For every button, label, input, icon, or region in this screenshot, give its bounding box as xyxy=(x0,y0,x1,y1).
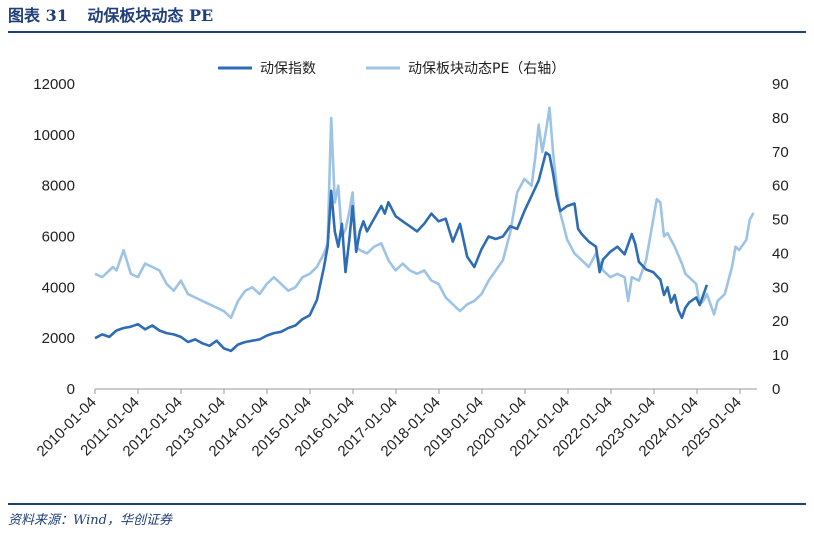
y-right-tick-label: 0 xyxy=(772,381,780,398)
series-line-index xyxy=(94,151,709,353)
y-left-tick-label: 0 xyxy=(67,381,75,398)
source-note: 资料来源：Wind，华创证券 xyxy=(8,513,172,528)
pe-line-chart: 动保指数 动保板块动态PE（右轴） 0 2000 4000 6000 8000 10000… xyxy=(33,61,788,460)
y-left-tick-label: 10000 xyxy=(33,127,75,144)
y-right-tick-label: 70 xyxy=(772,144,789,161)
legend-label-index: 动保指数 xyxy=(260,61,316,77)
y-right-tick-label: 90 xyxy=(772,76,789,93)
y-left-tick-label: 6000 xyxy=(42,229,75,246)
y-left-tick-label: 2000 xyxy=(42,330,75,347)
y-right-tick-label: 40 xyxy=(772,245,789,262)
plot-area: 0 2000 4000 6000 8000 10000 12000 0 10 20 30 40 50 60… xyxy=(33,76,788,460)
title-rule xyxy=(8,31,806,33)
y-right-tick-label: 10 xyxy=(772,347,789,364)
y-right-tick-label: 60 xyxy=(772,178,789,195)
y-right-tick-label: 50 xyxy=(772,212,789,229)
figure-title: 图表 31 动保板块动态 PE xyxy=(8,4,227,28)
legend: 动保指数 动保板块动态PE（右轴） xyxy=(218,61,565,77)
legend-label-pe: 动保板块动态PE（右轴） xyxy=(408,61,565,77)
y-left-tick-label: 8000 xyxy=(42,178,75,195)
y-right-tick-label: 20 xyxy=(772,313,789,330)
series-line-pe xyxy=(94,106,755,320)
y-left-tick-label: 12000 xyxy=(33,76,75,93)
figure-title-text: 动保板块动态 PE xyxy=(87,6,214,25)
y-right-tick-label: 80 xyxy=(772,110,789,127)
y-left-tick-label: 4000 xyxy=(42,279,75,296)
y-right-tick-label: 30 xyxy=(772,279,789,296)
figure-number: 图表 31 xyxy=(8,6,68,25)
source-rule xyxy=(8,503,806,505)
